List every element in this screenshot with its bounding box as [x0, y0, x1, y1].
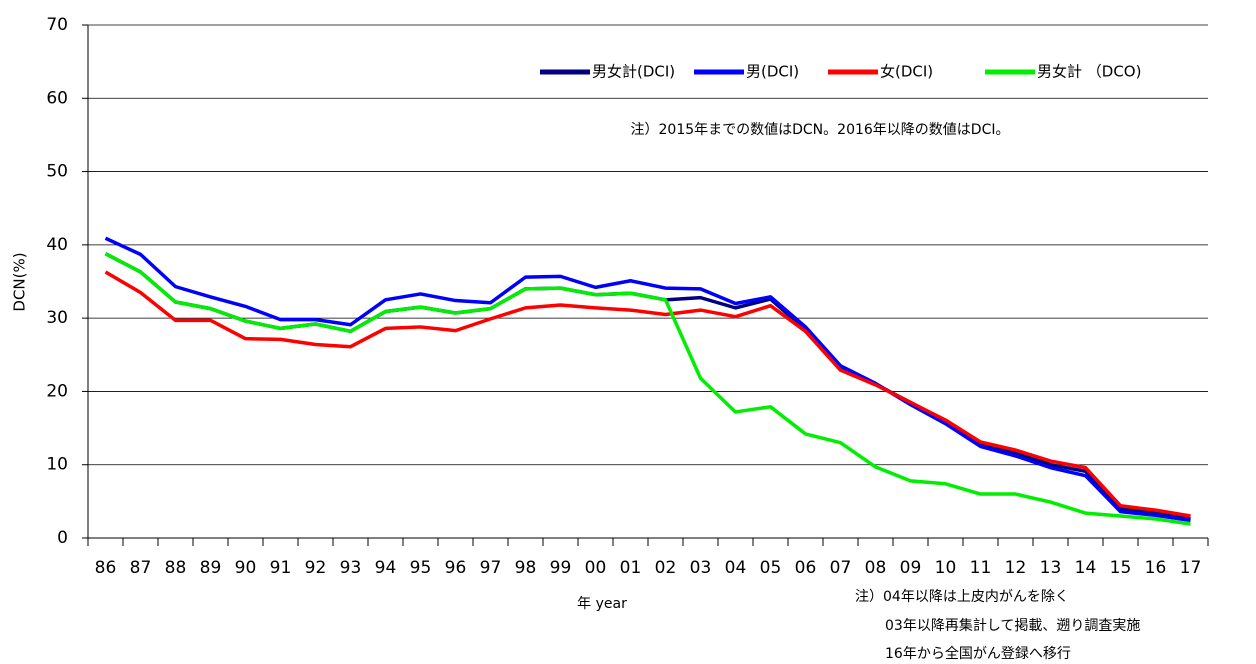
legend-label: 男女計(DCI)	[592, 63, 675, 81]
y-tick-label: 60	[46, 88, 68, 108]
y-tick-label: 0	[57, 528, 68, 548]
x-tick-label: 12	[1005, 558, 1027, 578]
x-tick-label: 07	[830, 558, 852, 578]
y-tick-label: 30	[46, 308, 68, 328]
x-tick-label: 01	[620, 558, 642, 578]
note: 注）04年以降は上皮内がんを除く	[855, 589, 1069, 605]
x-tick-label: 03	[690, 558, 712, 578]
x-tick-label: 17	[1180, 558, 1202, 578]
x-tick-label: 91	[270, 558, 292, 578]
x-axis-label: 年 year	[577, 596, 627, 612]
x-tick-label: 13	[1040, 558, 1062, 578]
note: 16年から全国がん登録へ移行	[885, 645, 1071, 662]
x-tick-label: 93	[340, 558, 362, 578]
x-tick-label: 89	[200, 558, 222, 578]
legend-label: 男(DCI)	[746, 63, 799, 81]
x-tick-label: 00	[585, 558, 607, 578]
series-line	[104, 236, 1191, 523]
x-tick-label: 14	[1075, 558, 1097, 578]
series-line	[104, 270, 1191, 518]
x-tick-label: 16	[1145, 558, 1167, 578]
series-line	[104, 252, 1191, 521]
x-tick-label: 88	[165, 558, 187, 578]
x-tick-label: 09	[900, 558, 922, 578]
x-tick-label: 04	[725, 558, 747, 578]
x-tick-label: 98	[515, 558, 537, 578]
x-tick-label: 06	[795, 558, 817, 578]
legend-label: 男女計 （DCO)	[1037, 63, 1141, 81]
x-tick-label: 87	[130, 558, 152, 578]
x-tick-label: 96	[445, 558, 467, 578]
x-tick-label: 97	[480, 558, 502, 578]
x-tick-label: 15	[1110, 558, 1132, 578]
x-tick-label: 86	[95, 558, 117, 578]
y-tick-label: 10	[46, 455, 68, 475]
y-tick-label: 70	[46, 15, 68, 35]
x-tick-label: 95	[410, 558, 432, 578]
y-axis-label: DCN(%)	[11, 252, 29, 311]
x-tick-label: 11	[970, 558, 992, 578]
x-tick-label: 99	[550, 558, 572, 578]
y-tick-label: 20	[46, 381, 68, 401]
x-tick-label: 08	[865, 558, 887, 578]
legend-label: 女(DCI)	[880, 63, 933, 81]
x-tick-label: 02	[655, 558, 677, 578]
x-tick-label: 10	[935, 558, 957, 578]
annotation: 注）2015年までの数値はDCN。2016年以降の数値はDCI。	[631, 122, 1010, 138]
x-tick-label: 90	[235, 558, 257, 578]
y-tick-label: 40	[46, 235, 68, 255]
x-tick-label: 05	[760, 558, 782, 578]
series-line	[104, 252, 1191, 526]
y-tick-label: 50	[46, 162, 68, 182]
x-tick-label: 92	[305, 558, 327, 578]
note: 03年以降再集計して掲載、遡り調査実施	[885, 617, 1140, 634]
x-tick-label: 94	[375, 558, 397, 578]
